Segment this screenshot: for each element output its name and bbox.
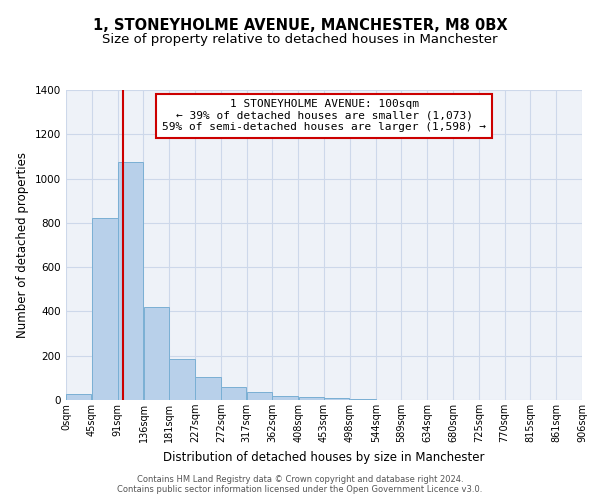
- Text: Contains HM Land Registry data © Crown copyright and database right 2024.: Contains HM Land Registry data © Crown c…: [137, 475, 463, 484]
- Text: Size of property relative to detached houses in Manchester: Size of property relative to detached ho…: [102, 32, 498, 46]
- Bar: [143, 307, 169, 400]
- Bar: [118, 162, 143, 400]
- Bar: [221, 386, 247, 400]
- Text: 1 STONEYHOLME AVENUE: 100sqm
← 39% of detached houses are smaller (1,073)
59% of: 1 STONEYHOLME AVENUE: 100sqm ← 39% of de…: [162, 100, 486, 132]
- Bar: [169, 359, 195, 400]
- Bar: [324, 398, 349, 400]
- Bar: [350, 399, 376, 400]
- Text: 1, STONEYHOLME AVENUE, MANCHESTER, M8 0BX: 1, STONEYHOLME AVENUE, MANCHESTER, M8 0B…: [92, 18, 508, 32]
- Bar: [247, 392, 272, 400]
- Bar: [66, 394, 91, 400]
- Bar: [299, 396, 324, 400]
- Text: Contains public sector information licensed under the Open Government Licence v3: Contains public sector information licen…: [118, 485, 482, 494]
- X-axis label: Distribution of detached houses by size in Manchester: Distribution of detached houses by size …: [163, 450, 485, 464]
- Bar: [272, 396, 298, 400]
- Bar: [92, 218, 118, 400]
- Bar: [196, 377, 221, 400]
- Y-axis label: Number of detached properties: Number of detached properties: [16, 152, 29, 338]
